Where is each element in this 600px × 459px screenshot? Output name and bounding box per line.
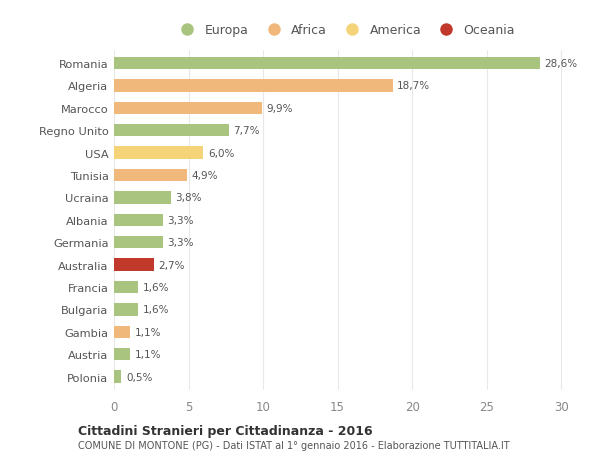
Text: 3,3%: 3,3%	[167, 215, 194, 225]
Text: 1,6%: 1,6%	[142, 305, 169, 315]
Text: 1,1%: 1,1%	[135, 327, 161, 337]
Text: 0,5%: 0,5%	[126, 372, 152, 382]
Bar	[114, 102, 262, 115]
Text: 1,6%: 1,6%	[142, 282, 169, 292]
Bar	[114, 169, 187, 182]
Text: 6,0%: 6,0%	[208, 148, 234, 158]
Text: 28,6%: 28,6%	[545, 59, 578, 69]
Bar	[114, 214, 163, 226]
Text: 18,7%: 18,7%	[397, 81, 430, 91]
Bar	[114, 259, 154, 271]
Bar	[114, 192, 170, 204]
Bar	[114, 348, 130, 360]
Text: 3,8%: 3,8%	[175, 193, 202, 203]
Text: 2,7%: 2,7%	[159, 260, 185, 270]
Legend: Europa, Africa, America, Oceania: Europa, Africa, America, Oceania	[170, 19, 520, 42]
Text: COMUNE DI MONTONE (PG) - Dati ISTAT al 1° gennaio 2016 - Elaborazione TUTTITALIA: COMUNE DI MONTONE (PG) - Dati ISTAT al 1…	[78, 440, 509, 450]
Text: 7,7%: 7,7%	[233, 126, 260, 136]
Text: 9,9%: 9,9%	[266, 104, 293, 113]
Bar	[114, 125, 229, 137]
Bar	[114, 303, 138, 316]
Text: 3,3%: 3,3%	[167, 238, 194, 248]
Bar	[114, 80, 392, 92]
Bar	[114, 326, 130, 338]
Bar	[114, 370, 121, 383]
Bar	[114, 236, 163, 249]
Text: Cittadini Stranieri per Cittadinanza - 2016: Cittadini Stranieri per Cittadinanza - 2…	[78, 425, 373, 437]
Bar	[114, 147, 203, 159]
Text: 1,1%: 1,1%	[135, 349, 161, 359]
Bar	[114, 58, 540, 70]
Text: 4,9%: 4,9%	[191, 171, 218, 181]
Bar	[114, 281, 138, 293]
